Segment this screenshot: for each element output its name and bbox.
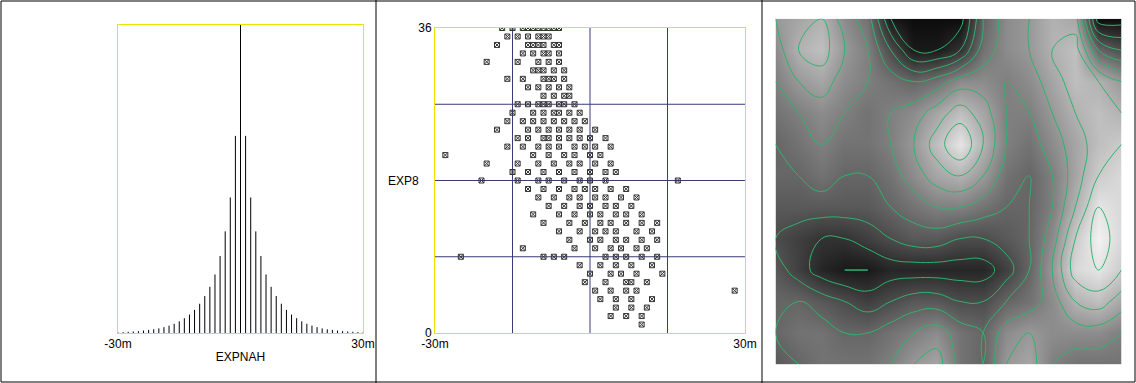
svg-text:36: 36	[418, 21, 432, 35]
svg-text:-30m: -30m	[104, 337, 131, 351]
svg-text:30m: 30m	[733, 337, 756, 351]
svg-text:-30m: -30m	[421, 337, 448, 351]
svg-text:EXPNAH: EXPNAH	[216, 350, 265, 364]
svg-text:30m: 30m	[351, 337, 374, 351]
svg-text:EXP8: EXP8	[388, 174, 419, 188]
svg-text:0: 0	[425, 326, 432, 340]
